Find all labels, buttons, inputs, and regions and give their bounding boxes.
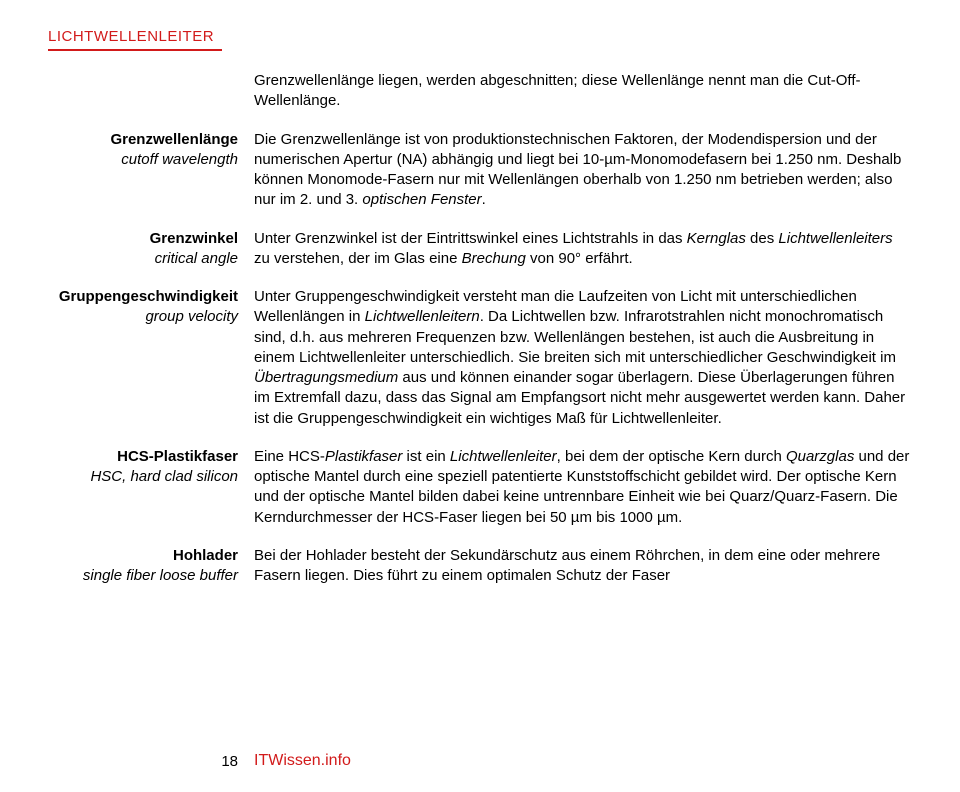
intro-text: Grenzwellenlänge liegen, werden abgeschn… <box>254 71 912 112</box>
glossary-entry: HCS-Plastikfaser HSC, hard clad silicon … <box>48 447 912 528</box>
term-sublabel: group velocity <box>48 307 238 327</box>
term-label: Hohlader <box>48 546 238 566</box>
intro-entry: Grenzwellenlänge liegen, werden abgeschn… <box>48 71 912 112</box>
term-definition: Bei der Hohlader besteht der Sekundärsch… <box>254 546 912 587</box>
glossary-entry: Hohlader single fiber loose buffer Bei d… <box>48 546 912 587</box>
term-label: Gruppengeschwindigkeit <box>48 287 238 307</box>
term-definition: Eine HCS-Plastikfaser ist ein Lichtwelle… <box>254 447 912 528</box>
glossary-entry: Grenzwinkel critical angle Unter Grenzwi… <box>48 229 912 270</box>
term-sublabel: single fiber loose buffer <box>48 566 238 586</box>
term-definition: Unter Gruppengeschwindigkeit versteht ma… <box>254 287 912 429</box>
term-definition: Die Grenzwellenlänge ist von produktions… <box>254 130 912 211</box>
term-label: Grenzwinkel <box>48 229 238 249</box>
section-header: LICHTWELLENLEITER <box>48 28 912 45</box>
term-sublabel: cutoff wavelength <box>48 150 238 170</box>
glossary-entry: Grenzwellenlänge cutoff wavelength Die G… <box>48 130 912 211</box>
page-footer: 18 ITWissen.info <box>48 752 351 770</box>
page-number: 18 <box>48 753 254 770</box>
term-label: HCS-Plastikfaser <box>48 447 238 467</box>
site-name: ITWissen.info <box>254 752 351 770</box>
glossary-entry: Gruppengeschwindigkeit group velocity Un… <box>48 287 912 429</box>
term-label: Grenzwellenlänge <box>48 130 238 150</box>
header-underline <box>48 49 222 51</box>
term-sublabel: critical angle <box>48 249 238 269</box>
term-sublabel: HSC, hard clad silicon <box>48 467 238 487</box>
term-definition: Unter Grenzwinkel ist der Eintrittswinke… <box>254 229 912 270</box>
